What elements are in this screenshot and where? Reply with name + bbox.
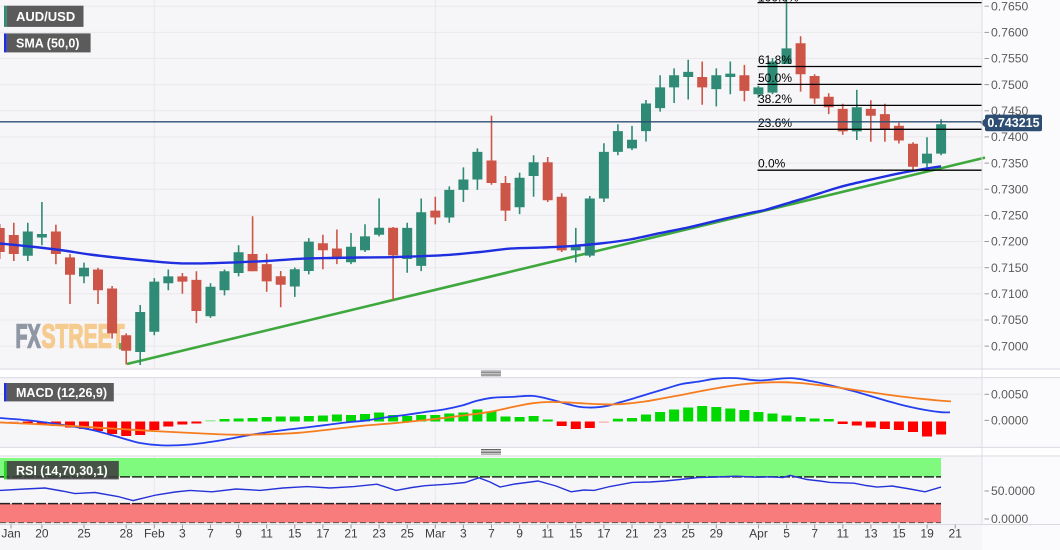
- svg-text:0.7450: 0.7450: [991, 104, 1028, 118]
- svg-text:Mar: Mar: [425, 527, 446, 541]
- svg-text:Feb: Feb: [144, 527, 165, 541]
- svg-text:FX: FX: [16, 319, 41, 356]
- svg-text:0.7500: 0.7500: [991, 78, 1028, 92]
- svg-text:7: 7: [207, 527, 214, 541]
- svg-text:25: 25: [77, 527, 91, 541]
- svg-text:21: 21: [344, 527, 358, 541]
- svg-text:23: 23: [653, 527, 667, 541]
- svg-text:11: 11: [260, 527, 273, 541]
- svg-text:17: 17: [597, 527, 611, 541]
- svg-text:19: 19: [920, 527, 934, 541]
- svg-text:0.7250: 0.7250: [991, 209, 1028, 223]
- svg-text:0.743215: 0.743215: [987, 116, 1039, 130]
- svg-text:0.7100: 0.7100: [991, 287, 1028, 301]
- svg-text:25: 25: [682, 527, 696, 541]
- svg-text:9: 9: [516, 527, 523, 541]
- svg-text:STREET: STREET: [42, 319, 125, 356]
- svg-text:0.7150: 0.7150: [991, 261, 1028, 275]
- svg-text:0.7200: 0.7200: [991, 235, 1028, 249]
- svg-text:3: 3: [460, 527, 467, 541]
- svg-text:21: 21: [949, 527, 963, 541]
- svg-text:50.0%: 50.0%: [758, 71, 792, 85]
- svg-text:Jan: Jan: [1, 527, 20, 541]
- svg-text:29: 29: [710, 527, 724, 541]
- svg-text:MACD (12,26,9): MACD (12,26,9): [16, 386, 107, 400]
- svg-text:0.7650: 0.7650: [991, 0, 1028, 13]
- svg-text:0.0000: 0.0000: [991, 512, 1028, 526]
- svg-text:Apr: Apr: [749, 527, 768, 541]
- svg-text:13: 13: [864, 527, 878, 541]
- svg-text:0.7300: 0.7300: [991, 182, 1028, 196]
- svg-text:20: 20: [35, 527, 49, 541]
- svg-text:25: 25: [401, 527, 415, 541]
- svg-text:5: 5: [783, 527, 790, 541]
- svg-text:0.7550: 0.7550: [991, 52, 1028, 66]
- svg-text:61.8%: 61.8%: [758, 53, 792, 67]
- svg-text:23: 23: [372, 527, 386, 541]
- svg-text:0.0050: 0.0050: [991, 388, 1028, 402]
- svg-text:0.7600: 0.7600: [991, 26, 1028, 40]
- svg-text:15: 15: [569, 527, 583, 541]
- svg-text:21: 21: [625, 527, 639, 541]
- svg-text:17: 17: [316, 527, 330, 541]
- svg-text:3: 3: [179, 527, 186, 541]
- svg-text:7: 7: [488, 527, 495, 541]
- svg-text:50.0000: 50.0000: [991, 484, 1035, 498]
- svg-text:SMA (50,0): SMA (50,0): [16, 37, 79, 51]
- svg-text:0.7400: 0.7400: [991, 130, 1028, 144]
- svg-text:15: 15: [288, 527, 302, 541]
- svg-text:100.0%: 100.0%: [758, 0, 799, 5]
- svg-text:9: 9: [235, 527, 242, 541]
- svg-text:0.7350: 0.7350: [991, 156, 1028, 170]
- svg-text:15: 15: [892, 527, 906, 541]
- svg-text:7: 7: [811, 527, 818, 541]
- svg-text:11: 11: [541, 527, 554, 541]
- svg-text:0.0%: 0.0%: [758, 157, 786, 171]
- svg-text:23.6%: 23.6%: [758, 116, 792, 130]
- svg-text:38.2%: 38.2%: [758, 92, 792, 106]
- svg-text:28: 28: [120, 527, 134, 541]
- svg-text:0.0000: 0.0000: [991, 414, 1028, 428]
- svg-text:0.7050: 0.7050: [991, 313, 1028, 327]
- svg-text:0.7000: 0.7000: [991, 339, 1028, 353]
- svg-text:RSI (14,70,30,1): RSI (14,70,30,1): [16, 464, 108, 478]
- svg-text:AUD/USD: AUD/USD: [16, 9, 75, 24]
- svg-text:11: 11: [837, 527, 850, 541]
